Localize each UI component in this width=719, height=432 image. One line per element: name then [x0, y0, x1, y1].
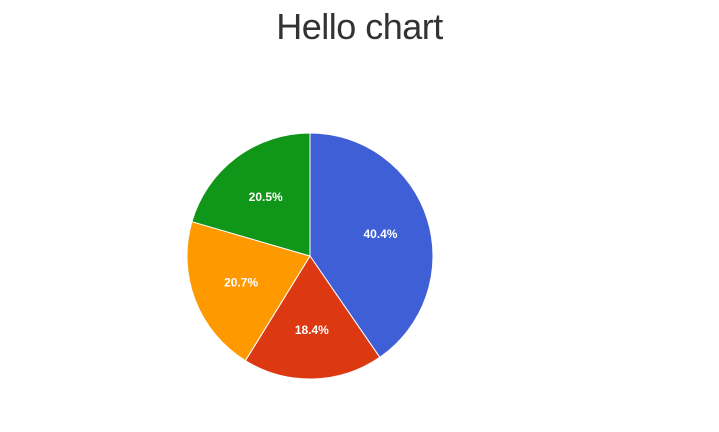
- pie-slice-0[interactable]: [309, 132, 434, 358]
- pie-labels: 40.4% 18.4% 20.7% 20.5%: [224, 190, 398, 337]
- pie-slice-label-0: 40.4%: [363, 227, 397, 241]
- pie-slice-1[interactable]: [244, 255, 381, 380]
- pie-slice-label-3: 20.5%: [249, 190, 283, 204]
- chart-title: Hello chart: [276, 6, 443, 47]
- pie-slice-3[interactable]: [191, 132, 311, 257]
- pie-slices: [186, 132, 434, 380]
- pie-slice-label-1: 18.4%: [295, 323, 329, 337]
- pie-slice-label-2: 20.7%: [224, 276, 258, 290]
- pie-slice-2[interactable]: [186, 221, 311, 362]
